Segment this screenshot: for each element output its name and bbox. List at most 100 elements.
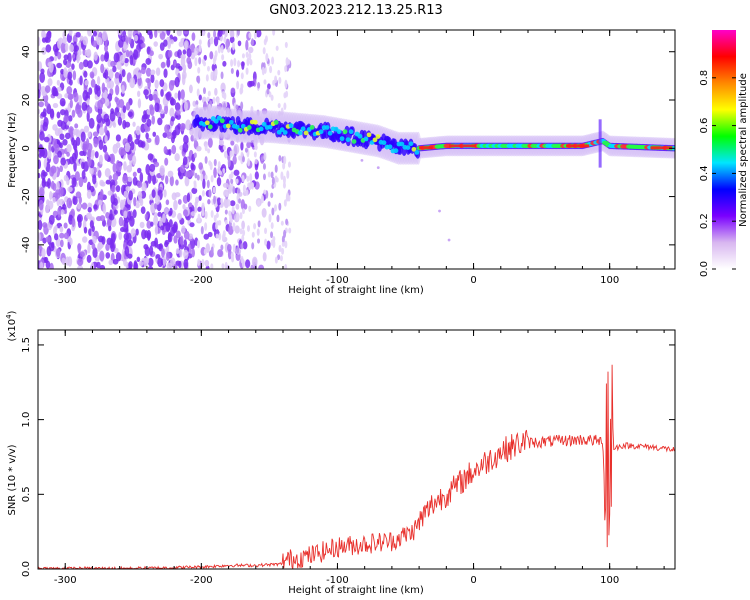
spectrogram-noise-blob <box>275 177 279 183</box>
spectrogram-noise-blob <box>260 194 264 204</box>
spectrogram-noise-blob <box>240 141 244 151</box>
spectrogram-noise-blob <box>220 44 224 54</box>
spectrogram-noise-blob <box>59 142 63 149</box>
spectrogram-noise-blob <box>47 78 53 87</box>
spectrogram-noise-blob <box>167 50 173 58</box>
spectrogram-noise-blob <box>272 79 276 86</box>
spectrogram-noise-blob <box>99 154 103 165</box>
spectrogram-noise-blob <box>125 101 131 111</box>
spectrogram-noise-blob <box>206 96 210 102</box>
spectrogram-noise-blob <box>112 162 117 173</box>
spectrogram-noise-blob <box>271 56 275 65</box>
spectrogram-noise-blob <box>150 221 154 227</box>
spectrogram-noise-blob <box>92 247 98 259</box>
spectrogram-noise-blob <box>169 175 174 187</box>
spectrogram-noise-blob <box>223 145 227 151</box>
spectrogram-noise-blob <box>115 78 120 86</box>
spectrogram-noise-blob <box>282 181 286 189</box>
spectrogram-noise-blob <box>164 239 170 246</box>
spectrogram-noise-blob <box>113 209 118 215</box>
spectrogram-noise-blob <box>86 212 92 219</box>
spectrogram-noise-blob <box>235 203 240 210</box>
spectrogram-noise-blob <box>241 53 245 59</box>
spectrogram-noise-blob <box>245 189 249 196</box>
spectrogram-noise-blob <box>250 182 254 190</box>
spectrogram-noise-blob <box>38 144 44 154</box>
spectrogram-noise-blob <box>207 137 213 148</box>
spectrogram-noise-blob <box>238 198 242 204</box>
spectrogram-frame <box>37 29 676 270</box>
spectrogram-noise-blob <box>105 243 110 252</box>
spectrogram-noise-blob <box>241 220 245 230</box>
spectrogram-noise-blob <box>272 239 276 249</box>
spectrogram-noise-blob <box>68 115 73 122</box>
colorbar-tick-label: 0.0 <box>699 261 710 277</box>
spectrogram-noise-blob <box>59 165 64 173</box>
spectrogram-noise-blob <box>136 72 142 79</box>
spectrogram-noise-blob <box>153 41 158 47</box>
spectrogram-noise-blob <box>214 87 218 96</box>
spectrogram-noise-blob <box>144 213 148 221</box>
spectrogram-noise-blob <box>42 171 48 177</box>
spectrogram-noise-blob <box>44 36 49 43</box>
spectrogram-noise-blob <box>59 97 66 107</box>
spectrogram-noise-blob <box>79 75 83 86</box>
spectrogram-noise-blob <box>73 92 79 103</box>
spectrogram-noise-blob <box>267 201 271 207</box>
spectrogram-noise-blob <box>230 140 235 146</box>
spectrogram-noise-blob <box>165 222 171 232</box>
spectrogram-noise-blob <box>237 60 241 68</box>
spectrogram-noise-blob <box>265 53 269 62</box>
spectrogram-noise-blob <box>274 164 278 173</box>
spectrogram-noise-blob <box>132 171 137 178</box>
spectrogram-noise-blob <box>247 158 251 167</box>
spectrogram-marks <box>38 30 675 269</box>
spectrogram-noise-blob <box>231 149 235 157</box>
spectrogram-noise-blob <box>196 88 200 97</box>
spectrogram-noise-blob <box>241 174 245 183</box>
spectrogram-noise-blob <box>174 124 181 136</box>
spectrogram-noise-blob <box>39 261 44 269</box>
spectrogram-noise-blob <box>212 186 216 194</box>
spectrogram-noise-blob <box>262 47 266 55</box>
spectrogram-noise-blob <box>49 108 55 119</box>
spectrogram-noise-blob <box>136 167 142 174</box>
spectrogram-noise-blob <box>97 199 103 206</box>
spectrogram-noise-blob <box>204 174 208 181</box>
spectrogram-ridge-blob <box>411 146 417 152</box>
spectrogram-noise-blob <box>82 48 86 56</box>
spectrogram-noise-blob <box>118 231 123 240</box>
spectrogram-noise-blob <box>119 227 126 233</box>
spectrogram-noise-blob <box>107 93 113 102</box>
spectrogram-noise-blob <box>68 30 73 36</box>
spectrogram-noise-blob <box>242 241 248 250</box>
spectrogram-noise-blob <box>59 239 64 248</box>
spectrogram-noise-blob <box>93 137 99 148</box>
spectrogram-noise-blob <box>104 44 108 53</box>
spectrogram-noise-blob <box>176 30 182 37</box>
spectrogram-noise-blob <box>221 263 225 269</box>
spectrogram-noise-blob <box>154 195 161 205</box>
spectrogram-noise-blob <box>227 199 231 207</box>
spectrogram-noise-blob <box>190 162 195 171</box>
spectrogram-noise-blob <box>66 197 73 209</box>
spectrogram-noise-blob <box>278 244 282 253</box>
spectrogram-noise-blob <box>42 121 48 132</box>
figure-title: GN03.2023.212.13.25.R13 <box>269 3 443 18</box>
spectrogram-noise-blob <box>227 225 234 236</box>
spectrogram-noise-blob <box>67 93 74 100</box>
spectrogram-noise-blob <box>173 235 178 244</box>
spectrogram-noise-blob <box>66 151 70 157</box>
spectrogram-noise-blob <box>242 184 246 194</box>
spectrogram-noise-blob <box>127 30 133 38</box>
spectrogram-noise-blob <box>213 30 217 38</box>
spectrogram-noise-blob <box>59 232 65 239</box>
spectrogram-noise-blob <box>118 147 125 156</box>
spectrogram-noise-blob <box>136 256 141 263</box>
spectrogram-noise-blob <box>190 211 196 217</box>
snr-y-multiplier-base: (x10 <box>7 319 18 342</box>
spectrogram-noise-blob <box>223 197 230 209</box>
spectrogram-noise-blob <box>257 200 261 208</box>
spectrogram-noise-blob <box>69 99 73 109</box>
spectrogram-ridge-blob <box>387 144 393 150</box>
